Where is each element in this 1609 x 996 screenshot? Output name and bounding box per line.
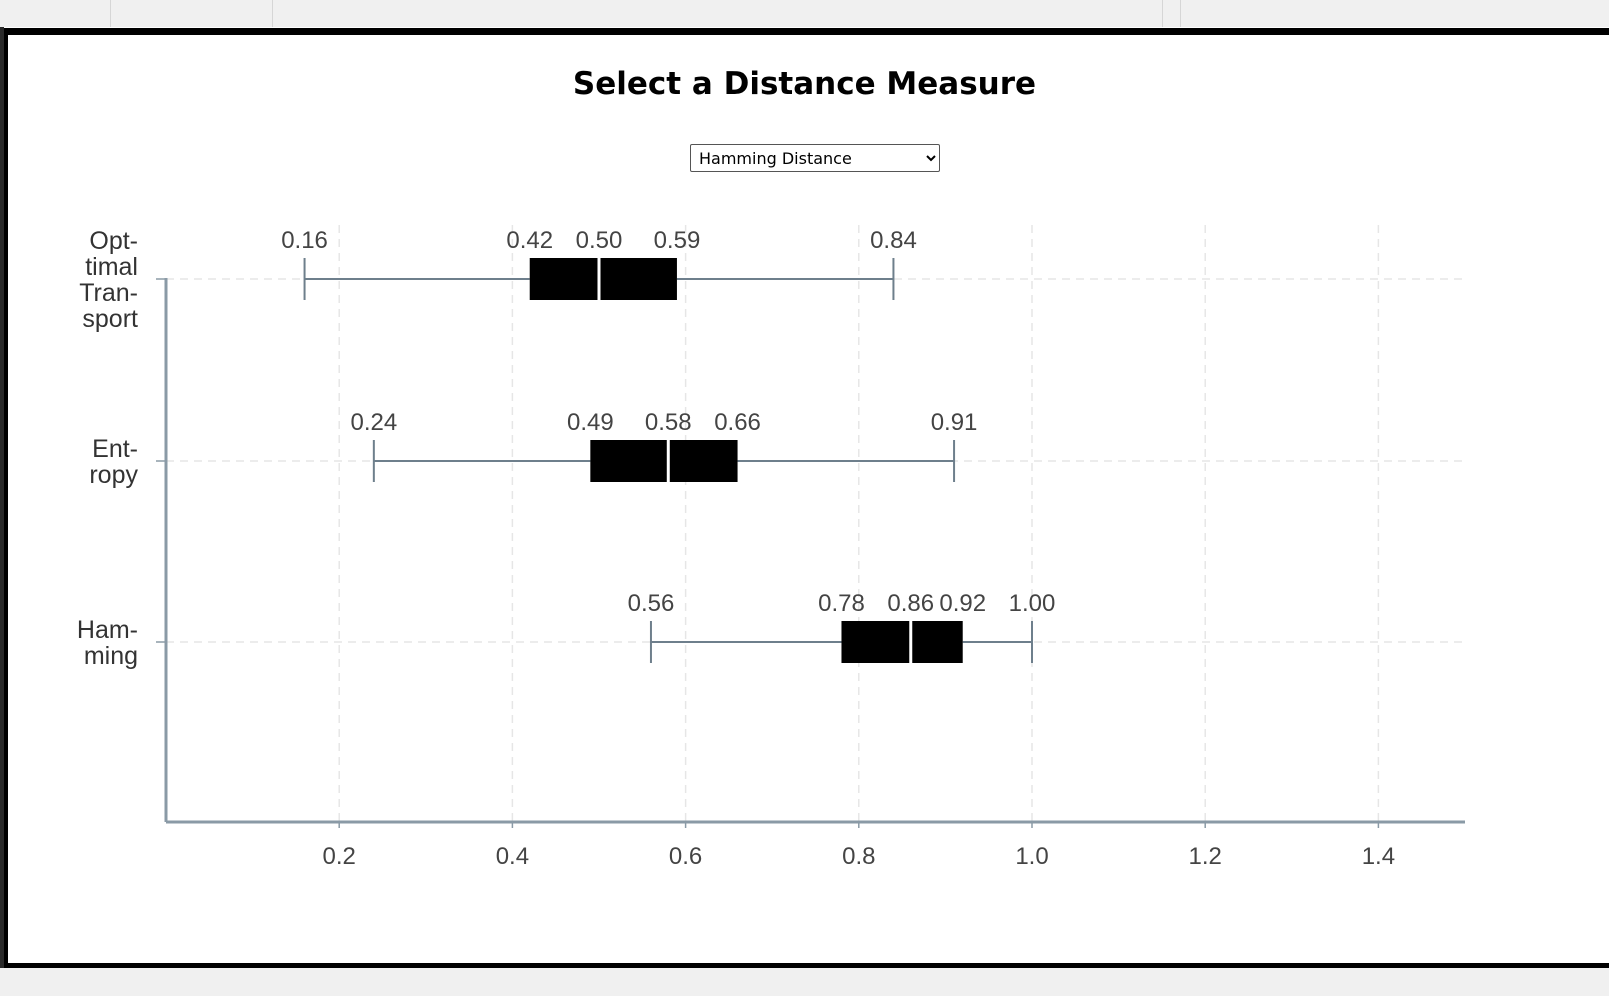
iqr-box <box>590 440 738 482</box>
category-label: ming <box>84 642 138 670</box>
value-label: 0.58 <box>645 409 692 436</box>
window-bottom-edge <box>0 968 1609 996</box>
tab-separator <box>1162 0 1163 27</box>
category-label: ropy <box>89 461 138 489</box>
value-label: 0.50 <box>576 227 623 254</box>
value-label: 0.66 <box>714 409 761 436</box>
distance-measure-select[interactable]: Hamming Distance <box>690 144 940 172</box>
category-label: Ham- <box>77 616 138 644</box>
value-label: 0.59 <box>654 227 701 254</box>
x-tick-label: 0.8 <box>842 843 875 870</box>
value-label: 0.56 <box>628 590 675 617</box>
value-label: 0.42 <box>506 227 553 254</box>
value-label: 0.84 <box>870 227 917 254</box>
tab-separator <box>272 0 273 27</box>
browser-top-bar <box>0 0 1609 27</box>
iqr-box <box>529 258 677 300</box>
tab-separator <box>1180 0 1181 27</box>
category-label: Ent- <box>92 435 138 463</box>
iqr-box <box>841 621 963 663</box>
value-label: 1.00 <box>1009 590 1056 617</box>
x-tick-label: 1.4 <box>1362 843 1395 870</box>
tab-separator <box>110 0 111 27</box>
category-label: timal <box>85 253 138 281</box>
content-frame <box>4 28 1609 968</box>
x-tick-label: 0.4 <box>496 843 529 870</box>
value-label: 0.86 <box>887 590 934 617</box>
x-tick-label: 0.6 <box>669 843 702 870</box>
category-label: Tran- <box>79 279 138 307</box>
value-label: 0.78 <box>818 590 865 617</box>
x-tick-label: 1.2 <box>1189 843 1222 870</box>
value-label: 0.24 <box>350 409 397 436</box>
value-label: 0.16 <box>281 227 328 254</box>
value-label: 0.91 <box>931 409 978 436</box>
page-title: Select a Distance Measure <box>572 66 1037 102</box>
category-label: sport <box>82 305 138 333</box>
window-left-edge <box>0 27 4 996</box>
value-label: 0.92 <box>939 590 986 617</box>
x-tick-label: 0.2 <box>323 843 356 870</box>
value-label: 0.49 <box>567 409 614 436</box>
category-label: Opt- <box>89 227 138 255</box>
x-tick-label: 1.0 <box>1015 843 1048 870</box>
